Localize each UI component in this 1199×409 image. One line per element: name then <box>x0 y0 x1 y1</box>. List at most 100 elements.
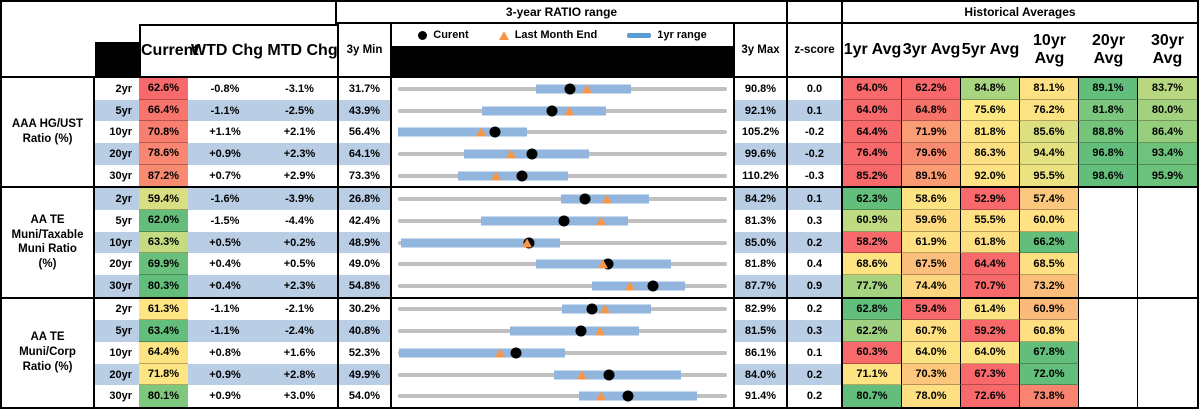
mtd-chg-cell: -3.1% <box>262 78 339 100</box>
z-score-cell: -0.2 <box>788 121 843 144</box>
avg-cell: 73.2% <box>1020 275 1079 297</box>
current-dot <box>575 325 587 337</box>
avg-cell: 66.2% <box>1020 231 1079 254</box>
avg-header: 10yr Avg <box>1033 32 1066 67</box>
3y-max-cell: 91.4% <box>735 385 788 407</box>
avg-cell <box>1079 253 1138 276</box>
mtd-chg-cell: +2.9% <box>262 164 339 187</box>
avg-cell: 60.9% <box>1020 298 1079 321</box>
avg-cell: 60.9% <box>843 210 902 232</box>
current-cell: 78.6% <box>139 143 188 165</box>
group-rows: 2yr 59.4% -1.6% -3.9% 26.8% 84.2% 0.1 62.3% 58.6… <box>95 188 1197 297</box>
z-score-cell: 0.1 <box>788 188 843 210</box>
wtd-chg-cell: -1.6% <box>188 188 262 210</box>
avg-cell: 67.8% <box>1020 342 1079 364</box>
table-row: 20yr 69.9% +0.4% +0.5% 49.0% 81.8% 0.4 68.6% 67.… <box>95 253 1197 276</box>
3y-min-cell: 26.8% <box>339 188 392 210</box>
3y-max-cell: 81.8% <box>735 253 788 276</box>
wtd-chg-cell: +1.1% <box>188 121 262 144</box>
3y-min-header: 3y Min <box>339 24 392 76</box>
ratio-group-aaa-hg-ust: AAA HG/UST Ratio (%) 2yr 62.6% -0.8% -3.1% 3… <box>2 78 1197 189</box>
mtd-chg-cell: -4.4% <box>262 210 339 232</box>
1yr-range-bar <box>398 127 527 137</box>
wtd-chg-cell: -1.1% <box>188 320 262 342</box>
range-chart <box>392 188 735 210</box>
avg-cell: 74.4% <box>902 275 961 297</box>
range-chart <box>392 298 735 321</box>
range-chart <box>392 78 735 100</box>
3y-min-cell: 64.1% <box>339 143 392 165</box>
last-month-triangle <box>491 170 502 180</box>
1yr-range-bar <box>398 348 566 358</box>
range-chart <box>392 363 735 386</box>
last-month-triangle <box>582 84 593 94</box>
wtd-chg-cell: +0.5% <box>188 231 262 254</box>
last-month-triangle <box>475 127 486 137</box>
avg-cell: 70.7% <box>961 275 1020 297</box>
avg-cell: 76.2% <box>1020 99 1079 122</box>
3y-min-cell: 54.8% <box>339 275 392 297</box>
z-score-cell: -0.2 <box>788 143 843 165</box>
avg-cell: 81.1% <box>1020 78 1079 100</box>
wtd-chg-cell: +0.9% <box>188 385 262 407</box>
current-dot <box>602 258 614 270</box>
mtd-chg-cell: -2.1% <box>262 298 339 321</box>
3y-max-cell: 85.0% <box>735 231 788 254</box>
avg-cell: 81.8% <box>1079 99 1138 122</box>
range-track <box>398 283 727 288</box>
avg-cell: 68.6% <box>843 253 902 276</box>
avg-cell: 52.9% <box>961 188 1020 210</box>
avg-cell: 59.6% <box>902 210 961 232</box>
last-month-triangle <box>577 369 588 379</box>
wtd-chg-cell: +0.4% <box>188 275 262 297</box>
3y-max-cell: 110.2% <box>735 164 788 187</box>
z-score-cell: -0.3 <box>788 164 843 187</box>
legend-current-label: Curent <box>433 29 469 41</box>
3y-max-cell: 81.3% <box>735 210 788 232</box>
wtd-chg-header: WTD Chg <box>191 42 263 59</box>
avg-cell <box>1138 363 1197 386</box>
header-band-columns: Current WTD Chg MTD Chg 3y Min Curent La… <box>2 24 1197 78</box>
last-month-triangle <box>522 237 533 247</box>
avg-cell: 83.7% <box>1138 78 1197 100</box>
z-score-header: z-score <box>788 24 843 76</box>
current-cell: 71.8% <box>139 363 188 386</box>
header-band-top: 3-year RATIO range Historical Averages <box>2 2 1197 24</box>
3y-max-cell: 87.7% <box>735 275 788 297</box>
avg-cell: 71.9% <box>902 121 961 144</box>
last-month-triangle <box>600 304 611 314</box>
last-month-triangle <box>595 216 606 226</box>
wtd-chg-cell: -1.1% <box>188 298 262 321</box>
avg-cell <box>1138 342 1197 364</box>
z-score-cell: 0.1 <box>788 342 843 364</box>
range-track <box>398 130 727 135</box>
term-header-black-block <box>95 42 139 76</box>
table-row: 10yr 64.4% +0.8% +1.6% 52.3% 86.1% 0.1 60.3% 64.… <box>95 342 1197 364</box>
wtd-chg-cell: -0.8% <box>188 78 262 100</box>
3y-min-cell: 56.4% <box>339 121 392 144</box>
current-dot <box>516 170 528 182</box>
3y-min-cell: 49.9% <box>339 363 392 386</box>
avg-cell: 55.5% <box>961 210 1020 232</box>
avg-cell: 72.0% <box>1020 363 1079 386</box>
top-left-spacer <box>2 2 335 24</box>
last-month-triangle <box>506 149 517 159</box>
3y-min-cell: 40.8% <box>339 320 392 342</box>
3y-min-cell: 54.0% <box>339 385 392 407</box>
term-cell: 20yr <box>95 363 139 386</box>
table-row: 20yr 71.8% +0.9% +2.8% 49.9% 84.0% 0.2 71.1% 70.… <box>95 363 1197 386</box>
last-month-triangle <box>625 281 635 291</box>
avg-cell: 64.8% <box>902 99 961 122</box>
term-cell: 2yr <box>95 298 139 321</box>
avg-cell: 64.0% <box>843 78 902 100</box>
z-score-cell: 0.2 <box>788 385 843 407</box>
range-chart <box>392 320 735 342</box>
avg-cell: 98.6% <box>1079 164 1138 187</box>
current-cell: 62.0% <box>139 210 188 232</box>
avg-cell: 61.4% <box>961 298 1020 321</box>
group-label: AA TE Muni/Taxable Muni Ratio (%) <box>2 188 95 297</box>
legend-last-month-label: Last Month End <box>514 29 598 41</box>
term-cell: 5yr <box>95 210 139 232</box>
current-header: Current <box>141 42 199 59</box>
avg-cell: 76.4% <box>843 143 902 165</box>
